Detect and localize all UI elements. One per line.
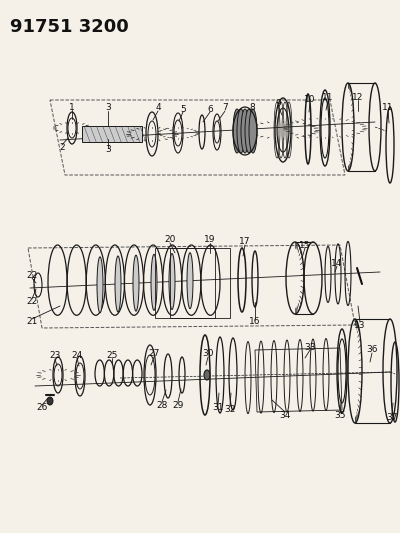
Text: 8: 8 — [249, 103, 255, 112]
Text: 12: 12 — [352, 93, 364, 101]
Text: 26: 26 — [36, 403, 48, 413]
Text: 3: 3 — [105, 146, 111, 155]
Ellipse shape — [204, 370, 210, 380]
Text: 36: 36 — [366, 345, 378, 354]
Text: 11: 11 — [322, 93, 334, 102]
Text: 22: 22 — [26, 297, 38, 306]
Text: 2: 2 — [59, 143, 65, 152]
Bar — [82, 126, 142, 142]
Text: 32: 32 — [224, 405, 236, 414]
Ellipse shape — [249, 109, 257, 153]
Ellipse shape — [47, 397, 53, 405]
Text: 34: 34 — [279, 410, 291, 419]
Text: 13: 13 — [354, 320, 366, 329]
Text: 4: 4 — [155, 103, 161, 112]
Text: 1: 1 — [69, 102, 75, 111]
Text: 30: 30 — [202, 350, 214, 359]
Ellipse shape — [151, 254, 157, 310]
Text: 37: 37 — [386, 414, 398, 423]
Ellipse shape — [233, 109, 241, 153]
Text: 35: 35 — [334, 411, 346, 421]
Text: 14: 14 — [331, 259, 343, 268]
Ellipse shape — [237, 109, 245, 153]
Text: 33: 33 — [304, 343, 316, 351]
Text: 9: 9 — [275, 99, 281, 108]
Text: 29: 29 — [172, 400, 184, 409]
Ellipse shape — [187, 253, 193, 309]
Text: 11: 11 — [382, 102, 394, 111]
Text: 27: 27 — [148, 350, 160, 359]
Text: 21: 21 — [26, 318, 38, 327]
Text: 6: 6 — [207, 104, 213, 114]
Text: 15: 15 — [299, 240, 311, 249]
Ellipse shape — [115, 256, 121, 312]
Ellipse shape — [169, 254, 175, 310]
Text: 25: 25 — [106, 351, 118, 359]
Text: 20: 20 — [164, 236, 176, 245]
Text: 16: 16 — [249, 318, 261, 327]
Text: 22: 22 — [26, 271, 38, 279]
Ellipse shape — [245, 109, 253, 153]
Text: 31: 31 — [212, 403, 224, 413]
Text: 91751 3200: 91751 3200 — [10, 18, 129, 36]
Text: 28: 28 — [156, 400, 168, 409]
Text: 3: 3 — [105, 103, 111, 112]
Text: 10: 10 — [304, 95, 316, 104]
Text: 19: 19 — [204, 236, 216, 245]
Ellipse shape — [97, 257, 103, 313]
Text: 5: 5 — [180, 104, 186, 114]
Text: 7: 7 — [222, 103, 228, 112]
Text: 17: 17 — [239, 238, 251, 246]
Ellipse shape — [241, 109, 249, 153]
Text: 23: 23 — [49, 351, 61, 360]
Ellipse shape — [133, 255, 139, 311]
Text: 24: 24 — [71, 351, 83, 359]
